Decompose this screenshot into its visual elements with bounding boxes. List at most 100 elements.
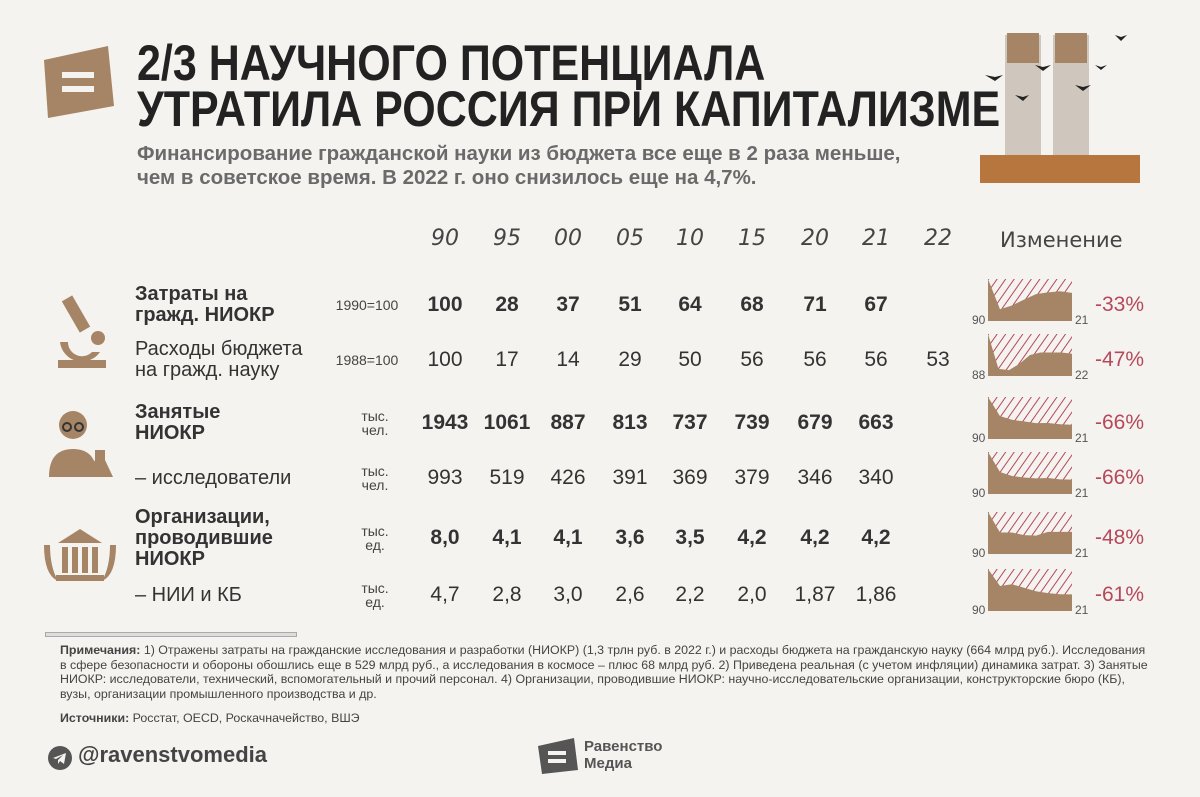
value-cell-15: 56 — [740, 348, 764, 371]
value-cell-90: 1943 — [421, 411, 469, 434]
value-cell-21: 4,2 — [861, 526, 891, 549]
value-cell-20: 4,2 — [800, 526, 830, 549]
sparkline-start-label: 90 — [972, 486, 986, 500]
value-cell-20: 1,87 — [794, 583, 836, 606]
change-percent: -47% — [1095, 348, 1145, 371]
row-label: Расходы бюджета — [135, 338, 303, 360]
sparkline-end-label: 21 — [1075, 431, 1089, 445]
row-unit: 1990=100 — [335, 297, 399, 313]
row-unit: ед. — [365, 594, 385, 610]
value-cell-20: 56 — [803, 348, 827, 371]
change-percent: -48% — [1095, 526, 1145, 549]
change-percent: -66% — [1095, 466, 1145, 489]
value-cell-90: 993 — [427, 466, 463, 489]
sparkline-start-label: 90 — [972, 603, 986, 617]
telegram-handle[interactable]: @ravenstvomedia — [78, 742, 267, 767]
column-header-00: 00 — [554, 226, 582, 251]
sparkline — [988, 279, 1072, 321]
value-cell-22: 53 — [926, 348, 950, 371]
sparkline-end-label: 22 — [1075, 368, 1089, 382]
change-percent: -66% — [1095, 411, 1145, 434]
value-cell-21: 340 — [858, 466, 894, 489]
sparkline-start-label: 90 — [972, 313, 986, 327]
sparkline-start-label: 88 — [972, 368, 986, 382]
value-cell-15: 379 — [734, 466, 770, 489]
column-header-20: 20 — [801, 226, 829, 251]
sources-text: Росстат, OECD, Роскачначейство, ВШЭ — [129, 711, 360, 725]
value-cell-20: 71 — [803, 293, 827, 316]
value-cell-15: 739 — [734, 411, 770, 434]
value-cell-90: 100 — [427, 293, 463, 316]
row-unit: тыс. — [361, 408, 389, 424]
sparkline — [988, 512, 1072, 554]
column-header-21: 21 — [862, 226, 890, 251]
value-cell-10: 64 — [678, 293, 702, 316]
value-cell-95: 17 — [495, 348, 519, 371]
row-label: – НИИ и КБ — [135, 583, 242, 606]
sources-label: Источники: — [60, 711, 130, 725]
value-cell-00: 4,1 — [553, 526, 583, 549]
value-cell-10: 369 — [672, 466, 708, 489]
value-cell-95: 4,1 — [492, 526, 522, 549]
value-cell-95: 28 — [495, 293, 519, 316]
row-unit: чел. — [361, 422, 389, 438]
row-label: – исследователи — [135, 466, 292, 489]
row-unit: тыс. — [361, 463, 389, 479]
value-cell-10: 737 — [672, 411, 708, 434]
value-cell-05: 391 — [612, 466, 648, 489]
value-cell-15: 68 — [740, 293, 764, 316]
brand-logo-icon — [538, 738, 578, 774]
value-cell-21: 56 — [864, 348, 888, 371]
row-unit: тыс. — [361, 523, 389, 539]
value-cell-95: 519 — [489, 466, 525, 489]
value-cell-21: 1,86 — [855, 583, 897, 606]
row-label: Занятые — [135, 401, 221, 423]
sparkline-area — [988, 452, 1072, 494]
value-cell-05: 51 — [618, 293, 642, 316]
sparkline-end-label: 21 — [1075, 546, 1089, 560]
brand-line-1: Равенство — [584, 738, 663, 755]
row-label: проводившие — [135, 526, 273, 549]
change-percent: -33% — [1095, 293, 1145, 316]
sparkline — [988, 397, 1072, 439]
value-cell-20: 346 — [797, 466, 833, 489]
value-cell-95: 2,8 — [492, 583, 522, 606]
column-header-95: 95 — [493, 226, 521, 251]
column-header-05: 05 — [616, 226, 644, 251]
sparkline-start-label: 90 — [972, 431, 986, 445]
value-cell-10: 3,5 — [675, 526, 705, 549]
telegram-icon[interactable] — [47, 745, 73, 771]
value-cell-00: 3,0 — [553, 583, 583, 606]
row-label: Организации, — [135, 505, 270, 528]
sparkline-end-label: 21 — [1075, 603, 1089, 617]
subtitle-line-1: Финансирование гражданской науки из бюдж… — [137, 142, 901, 165]
sparkline-end-label: 21 — [1075, 313, 1089, 327]
row-unit: тыс. — [361, 580, 389, 596]
value-cell-21: 663 — [858, 411, 894, 434]
sparkline-area — [988, 569, 1072, 611]
sparkline-start-label: 90 — [972, 546, 986, 560]
row-label: гражд. НИОКР — [135, 304, 275, 326]
column-header-10: 10 — [676, 226, 704, 251]
sparkline-area — [988, 334, 1072, 376]
change-percent: -61% — [1095, 583, 1145, 606]
value-cell-20: 679 — [797, 411, 833, 434]
column-header-15: 15 — [738, 226, 766, 251]
title-line-2: УТРАТИЛА РОССИЯ ПРИ КАПИТАЛИЗМЕ — [137, 81, 1001, 137]
value-cell-05: 813 — [612, 411, 648, 434]
sparkline-area — [988, 512, 1072, 554]
institution-icon — [44, 529, 116, 581]
value-cell-05: 2,6 — [615, 583, 645, 606]
sparkline — [988, 452, 1072, 494]
row-label: на гражд. науку — [135, 359, 280, 381]
value-cell-05: 29 — [618, 348, 642, 371]
value-cell-10: 2,2 — [675, 583, 705, 606]
value-cell-90: 4,7 — [430, 583, 460, 606]
notes-label: Примечания: — [60, 643, 141, 657]
row-unit: 1988=100 — [335, 352, 399, 368]
microscope-icon — [58, 295, 106, 368]
row-label: НИОКР — [135, 547, 205, 570]
brand-name: Равенство Медиа — [584, 738, 662, 772]
divider — [45, 632, 297, 637]
